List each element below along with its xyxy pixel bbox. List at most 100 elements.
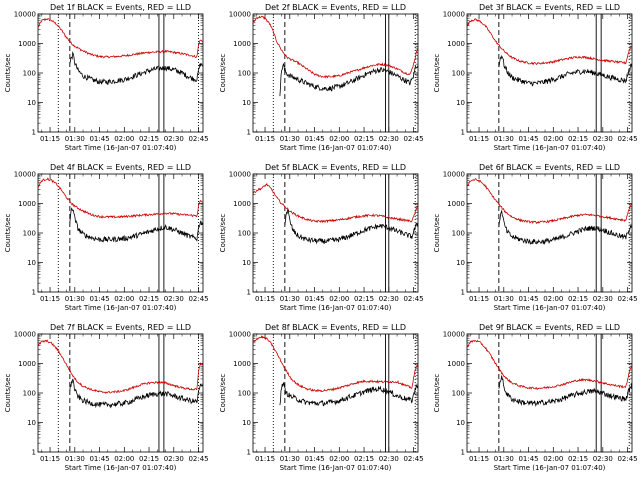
x-tick-label: 02:45	[617, 455, 637, 463]
y-tick-label: 10000	[443, 171, 465, 179]
y-tick-label: 100	[452, 390, 465, 398]
panel-title: Det 9f BLACK = Events, RED = LLD	[479, 323, 620, 332]
plot-frame	[466, 13, 633, 133]
x-tick-label: 02:30	[593, 135, 613, 143]
events-series-line	[284, 208, 419, 245]
x-tick-label: 02:30	[593, 455, 613, 463]
events-series-line	[498, 209, 633, 245]
x-tick-label: 01:30	[280, 135, 300, 143]
x-tick-label: 02:00	[114, 295, 134, 303]
panel-1: Det 1f BLACK = Events, RED = LLD 1 10 100 10…	[4, 3, 209, 152]
x-tick-label: 01:45	[89, 455, 109, 463]
y-axis-label: Counts/sec	[219, 54, 227, 93]
lld-series-line	[37, 17, 203, 59]
y-tick-label: 1000	[447, 200, 465, 208]
y-axis-label: Counts/sec	[4, 214, 12, 253]
y-axis-label: Counts/sec	[433, 214, 441, 253]
y-tick-label: 100	[238, 70, 251, 78]
panel-title: Det 3f BLACK = Events, RED = LLD	[479, 3, 620, 12]
y-tick-label: 1	[247, 289, 251, 297]
events-series-line	[69, 207, 204, 243]
y-tick-label: 1000	[447, 40, 465, 48]
y-tick-label: 10000	[14, 171, 36, 179]
panel-title: Det 7f BLACK = Events, RED = LLD	[50, 323, 191, 332]
x-tick-label: 01:30	[65, 455, 85, 463]
x-tick-label: 02:30	[164, 135, 184, 143]
x-axis-label: Start Time (16-Jan-07 01:07:40)	[494, 144, 606, 152]
lld-series-line	[466, 178, 632, 225]
y-tick-label: 10	[27, 259, 36, 267]
y-tick-label: 1	[461, 289, 465, 297]
x-tick-label: 01:30	[65, 135, 85, 143]
x-tick-label: 01:45	[304, 295, 324, 303]
y-tick-label: 1000	[447, 360, 465, 368]
y-tick-label: 10000	[229, 331, 251, 339]
x-tick-label: 01:30	[494, 135, 514, 143]
x-tick-label: 01:30	[494, 455, 514, 463]
x-tick-label: 02:15	[354, 455, 374, 463]
y-tick-label: 100	[238, 230, 251, 238]
x-tick-label: 02:45	[188, 455, 208, 463]
x-tick-label: 01:15	[255, 135, 275, 143]
x-tick-label: 01:45	[518, 295, 538, 303]
panel-8: Det 8f BLACK = Events, RED = LLD 1 10 100 10…	[219, 323, 424, 472]
lld-series-line	[252, 182, 418, 224]
lld-series-line	[37, 339, 203, 394]
x-tick-label: 02:45	[403, 295, 423, 303]
y-tick-label: 10	[27, 99, 36, 107]
panel-title: Det 4f BLACK = Events, RED = LLD	[50, 163, 191, 172]
y-tick-label: 1	[461, 449, 465, 457]
x-tick-label: 02:00	[114, 455, 134, 463]
x-tick-label: 02:15	[139, 135, 159, 143]
y-axis-label: Counts/sec	[4, 54, 12, 93]
x-tick-label: 01:15	[469, 295, 489, 303]
y-tick-label: 10000	[14, 331, 36, 339]
x-tick-label: 01:45	[518, 135, 538, 143]
panel-title: Det 1f BLACK = Events, RED = LLD	[50, 3, 191, 12]
events-series-line	[69, 51, 204, 85]
x-tick-label: 02:00	[329, 455, 349, 463]
x-axis-label: Start Time (16-Jan-07 01:07:40)	[280, 464, 392, 472]
x-tick-label: 02:00	[543, 135, 563, 143]
panel-title: Det 2f BLACK = Events, RED = LLD	[265, 3, 406, 12]
y-tick-label: 100	[23, 230, 36, 238]
x-tick-label: 01:30	[494, 295, 514, 303]
x-tick-label: 02:45	[617, 135, 637, 143]
panel-9: Det 9f BLACK = Events, RED = LLD 1 10 100 10…	[433, 323, 638, 472]
events-series-line	[69, 378, 204, 409]
events-series-line	[498, 54, 633, 87]
x-tick-label: 02:15	[568, 295, 588, 303]
y-tick-label: 1	[32, 129, 36, 137]
x-tick-label: 02:45	[403, 135, 423, 143]
y-axis-label: Counts/sec	[433, 54, 441, 93]
x-tick-label: 02:45	[188, 135, 208, 143]
y-tick-label: 10	[242, 99, 251, 107]
y-tick-label: 10000	[229, 11, 251, 19]
x-tick-label: 02:30	[164, 455, 184, 463]
y-axis-label: Counts/sec	[4, 374, 12, 413]
panel-title: Det 8f BLACK = Events, RED = LLD	[265, 323, 406, 332]
y-tick-label: 1000	[18, 40, 36, 48]
x-tick-label: 01:45	[304, 135, 324, 143]
y-tick-label: 10	[456, 419, 465, 427]
y-tick-label: 1000	[18, 360, 36, 368]
y-tick-label: 10	[456, 99, 465, 107]
x-tick-label: 01:30	[280, 455, 300, 463]
y-tick-label: 1000	[233, 40, 251, 48]
y-axis-label: Counts/sec	[433, 374, 441, 413]
y-tick-label: 1000	[18, 200, 36, 208]
y-tick-label: 10000	[229, 171, 251, 179]
y-tick-label: 100	[23, 70, 36, 78]
y-axis-label: Counts/sec	[219, 374, 227, 413]
x-tick-label: 02:15	[354, 135, 374, 143]
x-tick-label: 02:15	[139, 295, 159, 303]
lld-series-line	[466, 339, 632, 391]
y-tick-label: 1	[461, 129, 465, 137]
x-tick-label: 02:45	[617, 295, 637, 303]
x-tick-label: 02:30	[379, 135, 399, 143]
panel-6: Det 6f BLACK = Events, RED = LLD 1 10 100 10…	[433, 163, 638, 312]
x-tick-label: 01:15	[40, 295, 60, 303]
x-axis-label: Start Time (16-Jan-07 01:07:40)	[65, 144, 177, 152]
x-tick-label: 02:00	[543, 295, 563, 303]
